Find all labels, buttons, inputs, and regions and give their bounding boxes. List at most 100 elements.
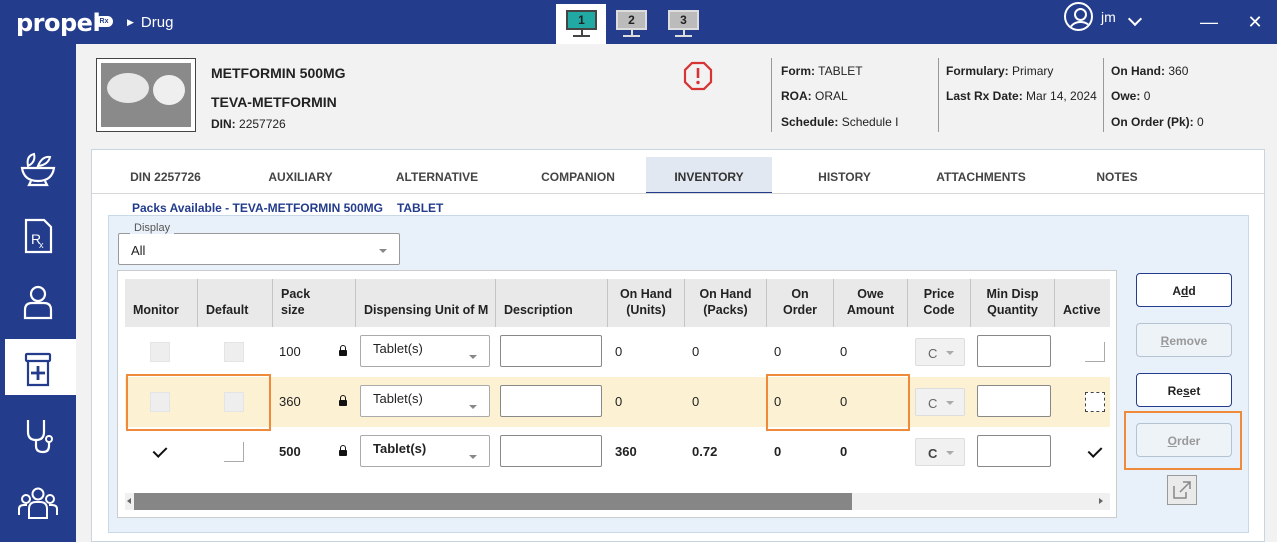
- monitor-checkbox[interactable]: [150, 392, 170, 412]
- external-link-button[interactable]: [1167, 475, 1197, 505]
- schedule-info: Schedule: Schedule I: [781, 115, 899, 129]
- remove-button[interactable]: Remove: [1136, 323, 1232, 357]
- col-default[interactable]: Default: [198, 279, 273, 327]
- monitor-icon: 2: [616, 10, 647, 37]
- owe-amount: 0: [840, 394, 848, 409]
- reset-button[interactable]: Reset: [1136, 373, 1232, 407]
- col-monitor[interactable]: Monitor: [125, 279, 198, 327]
- monitor-checkbox-checked[interactable]: [150, 442, 170, 462]
- stethoscope-icon: [26, 420, 53, 454]
- user-avatar-icon: [1064, 2, 1093, 31]
- col-on-order[interactable]: On Order: [767, 279, 834, 327]
- din-info: DIN: 2257726: [211, 117, 286, 131]
- on-hand-units: 360: [615, 444, 637, 459]
- description-input[interactable]: [500, 435, 602, 467]
- default-checkbox[interactable]: [224, 442, 244, 462]
- prescription-icon: Rx: [24, 218, 53, 254]
- min-disp-qty-input[interactable]: [977, 385, 1051, 417]
- user-name: jm: [1101, 9, 1116, 25]
- owe-amount: 0: [840, 344, 848, 359]
- person-icon: [23, 285, 53, 320]
- table-row-selected[interactable]: 360 Tablet(s) 0 0 0 0 C: [125, 377, 1110, 427]
- tab-auxiliary[interactable]: AUXILIARY: [268, 170, 333, 184]
- tab-history[interactable]: HISTORY: [818, 170, 871, 184]
- sidebar-item-products[interactable]: [5, 138, 76, 194]
- order-button[interactable]: Order: [1136, 423, 1232, 457]
- display-label: Display: [130, 222, 175, 234]
- sidebar-item-patients[interactable]: [5, 272, 76, 328]
- rx-badge: Rx: [95, 16, 113, 27]
- default-checkbox[interactable]: [224, 392, 244, 412]
- active-checkbox[interactable]: [1085, 392, 1105, 412]
- pill-bottle-icon: [24, 352, 52, 387]
- tab-attachments[interactable]: ATTACHMENTS: [936, 170, 1026, 184]
- default-checkbox[interactable]: [224, 342, 244, 362]
- mortar-pestle-icon: [20, 152, 56, 187]
- display-select[interactable]: All: [118, 233, 400, 265]
- warning-icon[interactable]: [683, 61, 713, 91]
- workstation-tab-2[interactable]: 2: [606, 4, 656, 44]
- workstation-tab-1[interactable]: 1: [556, 4, 606, 44]
- on-order: 0: [774, 344, 782, 359]
- col-active[interactable]: Active: [1063, 303, 1101, 317]
- scroll-right-icon[interactable]: [1099, 498, 1103, 504]
- dispensing-unit-select[interactable]: Tablet(s): [360, 335, 490, 367]
- sidebar-item-clinical[interactable]: [5, 406, 76, 462]
- on-hand-packs: 0.72: [692, 444, 718, 459]
- col-dispensing-unit[interactable]: Dispensing Unit of M: [356, 279, 496, 327]
- tab-companion[interactable]: COMPANION: [541, 170, 615, 184]
- scroll-left-icon[interactable]: [127, 498, 131, 504]
- table-row[interactable]: 100 Tablet(s) 0 0 0 0 C: [125, 327, 1110, 377]
- price-code-select[interactable]: C: [915, 438, 965, 466]
- description-input[interactable]: [500, 385, 602, 417]
- col-description[interactable]: Description: [496, 279, 608, 327]
- add-button[interactable]: Add: [1136, 273, 1232, 307]
- sidebar-item-groups[interactable]: [5, 472, 76, 528]
- pack-size: 360: [279, 394, 301, 409]
- col-owe-amount[interactable]: Owe Amount: [834, 279, 908, 327]
- price-code-select[interactable]: C: [915, 338, 965, 366]
- min-disp-qty-input[interactable]: [977, 435, 1051, 467]
- col-on-hand-units[interactable]: On Hand (Units): [608, 279, 685, 327]
- dropdown-caret-icon: [469, 405, 477, 409]
- active-checkbox-checked[interactable]: [1085, 442, 1105, 462]
- description-input[interactable]: [500, 335, 602, 367]
- price-code-select[interactable]: C: [915, 388, 965, 416]
- minimize-button[interactable]: —: [1200, 12, 1218, 32]
- dispensing-unit-select[interactable]: Tablet(s): [360, 435, 490, 467]
- col-price-code[interactable]: Price Code: [908, 279, 971, 327]
- tab-notes[interactable]: NOTES: [1096, 170, 1138, 184]
- workstation-tab-3[interactable]: 3: [658, 4, 708, 44]
- close-button[interactable]: ✕: [1247, 12, 1263, 32]
- dropdown-caret-icon: [469, 355, 477, 359]
- annotation-highlight-order-owe: [766, 374, 910, 431]
- chevron-down-icon: [1127, 11, 1143, 27]
- dispensing-unit-select[interactable]: Tablet(s): [360, 385, 490, 417]
- col-pack-size[interactable]: Pack size: [273, 279, 356, 327]
- on-order: 0: [774, 394, 782, 409]
- tab-din[interactable]: DIN 2257726: [130, 170, 201, 184]
- scrollbar-thumb[interactable]: [134, 493, 852, 510]
- lock-icon: [339, 345, 347, 356]
- group-icon: [18, 487, 58, 519]
- table-row[interactable]: 500 Tablet(s) 360 0.72 0 0 C: [125, 427, 1110, 477]
- tab-alternative[interactable]: ALTERNATIVE: [395, 170, 479, 184]
- drug-image: [96, 58, 196, 132]
- table-header: Monitor Default Pack size Dispensing Unit…: [125, 279, 1110, 327]
- tab-inventory[interactable]: INVENTORY: [646, 157, 772, 194]
- horizontal-scrollbar[interactable]: [125, 493, 1110, 510]
- active-checkbox[interactable]: [1085, 342, 1105, 362]
- breadcrumb-label: Drug: [140, 14, 174, 31]
- col-min-disp-qty[interactable]: Min Disp Quantity: [971, 279, 1055, 327]
- monitor-checkbox[interactable]: [150, 342, 170, 362]
- packs-legend: Packs Available - TEVA-METFORMIN 500MG TA…: [126, 201, 450, 215]
- brand-name: TEVA-METFORMIN: [211, 94, 337, 110]
- col-on-hand-packs[interactable]: On Hand (Packs): [685, 279, 767, 327]
- monitor-icon: 1: [566, 10, 597, 37]
- on-hand-units: 0: [615, 344, 623, 359]
- min-disp-qty-input[interactable]: [977, 335, 1051, 367]
- roa-info: ROA: ORAL: [781, 89, 848, 103]
- breadcrumb[interactable]: ▶ Drug: [127, 14, 173, 31]
- sidebar-item-drugs[interactable]: [5, 339, 76, 395]
